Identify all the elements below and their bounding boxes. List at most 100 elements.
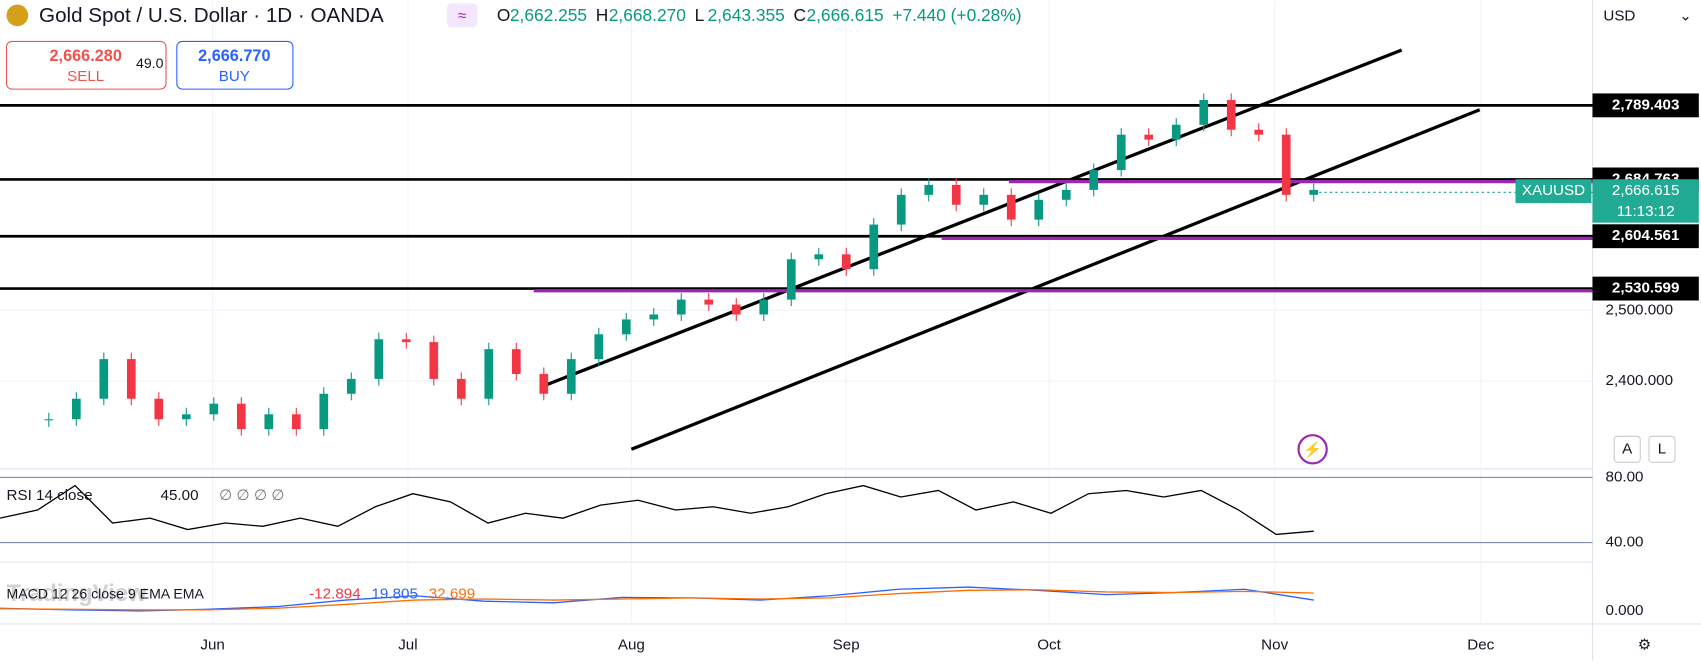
rsi-line xyxy=(0,484,1314,536)
x-tick-label: Nov xyxy=(1261,637,1288,654)
sell-price: 2,666.280 xyxy=(50,47,122,65)
rsi-extra: ∅ ∅ ∅ ∅ xyxy=(219,487,285,504)
rsi-value: 45.00 xyxy=(161,487,199,504)
candle xyxy=(704,299,714,305)
ohlc-key: H xyxy=(596,5,609,25)
candle xyxy=(869,224,879,270)
candle xyxy=(841,254,851,270)
candle xyxy=(484,349,494,399)
candle xyxy=(44,419,54,421)
flash-icon[interactable]: ⚡ xyxy=(1303,440,1322,458)
candle xyxy=(99,359,109,399)
rsi-label: RSI 14 close xyxy=(7,487,93,504)
candle xyxy=(291,414,301,430)
candle xyxy=(539,373,549,394)
candle xyxy=(566,359,576,394)
x-tick-label: Jul xyxy=(398,637,417,654)
candle xyxy=(786,259,796,300)
candle xyxy=(1034,199,1044,220)
macd-value: -12.894 xyxy=(309,586,360,603)
x-tick-label: Sep xyxy=(833,637,860,654)
level-label: 2,789.403 xyxy=(1612,96,1679,113)
x-tick-label: Aug xyxy=(618,637,645,654)
candle xyxy=(1089,170,1099,190)
symbol-title: Gold Spot / U.S. Dollar · 1D · OANDA xyxy=(39,4,384,27)
currency[interactable]: USD xyxy=(1603,7,1635,24)
ohlc-key: L xyxy=(695,5,705,25)
macd-value: 19.805 xyxy=(371,586,417,603)
candle xyxy=(126,359,136,399)
candle xyxy=(154,398,164,420)
ohlc-value: 2,666.615 xyxy=(806,5,883,25)
rsi-tick-label: 40.00 xyxy=(1606,534,1644,551)
candle xyxy=(951,184,961,205)
candle xyxy=(1006,194,1016,220)
candle xyxy=(1199,99,1209,125)
candle xyxy=(814,254,824,260)
candle xyxy=(1171,124,1181,140)
buy-price: 2,666.770 xyxy=(198,47,270,65)
signal-line xyxy=(0,589,1314,611)
auto-button[interactable]: A xyxy=(1622,440,1633,457)
macd-value: 32.699 xyxy=(429,586,475,603)
spread: 49.0 xyxy=(136,55,164,71)
macd-label: MACD 12 26 close 9 EMA EMA xyxy=(7,585,205,601)
candle xyxy=(594,334,604,360)
candle xyxy=(649,314,659,320)
x-tick-label: Oct xyxy=(1037,637,1061,654)
candle xyxy=(676,299,686,315)
level-label-bg xyxy=(1592,276,1699,301)
candle xyxy=(209,403,219,415)
log-button[interactable]: L xyxy=(1658,440,1666,457)
candle xyxy=(896,194,906,225)
candle xyxy=(429,342,439,379)
ohlc-value: 2,668.270 xyxy=(609,5,686,25)
candle xyxy=(1254,129,1264,135)
buy-label: BUY xyxy=(219,68,250,85)
level-label: 2,604.561 xyxy=(1612,227,1680,244)
change: +7.440 (+0.28%) xyxy=(892,5,1021,25)
sell-label: SELL xyxy=(67,68,104,85)
candle xyxy=(236,403,246,430)
candle xyxy=(924,184,934,195)
price-tick-label: 2,400.000 xyxy=(1606,372,1673,389)
ohlc-key: O xyxy=(497,5,511,25)
symbol-tag-bg xyxy=(1515,179,1592,204)
ohlc-value: 2,643.355 xyxy=(708,5,785,25)
candle xyxy=(1116,134,1126,171)
buy-button[interactable] xyxy=(176,40,294,90)
candle xyxy=(181,414,191,420)
candle xyxy=(264,414,274,430)
level-label-bg xyxy=(1592,224,1699,249)
last-price: 2,666.615 xyxy=(1612,182,1679,199)
candle xyxy=(1061,189,1071,200)
macd-line xyxy=(0,586,1314,612)
price-tick-label: 2,500.000 xyxy=(1606,301,1673,318)
x-tick-label: Jun xyxy=(200,637,224,654)
symbol-tag: XAUUSD xyxy=(1522,182,1585,199)
candle xyxy=(511,349,521,374)
x-tick-label: Dec xyxy=(1467,637,1494,654)
candle xyxy=(1281,134,1291,195)
macd-tick-label: 0.000 xyxy=(1606,602,1644,619)
candle xyxy=(374,339,384,379)
watermark: TradingView xyxy=(7,580,148,607)
candle xyxy=(319,393,329,430)
candle xyxy=(1226,99,1236,130)
ohlc-value: 2,662.255 xyxy=(510,5,587,25)
ohlc-key: C xyxy=(793,5,806,25)
settings-icon[interactable]: ⚙ xyxy=(1638,637,1652,654)
level-label-bg xyxy=(1592,93,1699,118)
candle xyxy=(346,378,356,394)
dropdown[interactable]: ⌄ xyxy=(1679,7,1692,24)
candle xyxy=(1144,134,1154,140)
candle xyxy=(759,299,769,315)
icon: ≈ xyxy=(458,7,466,24)
rsi-tick-label: 80.00 xyxy=(1606,468,1644,485)
level-label: 2,530.599 xyxy=(1612,280,1679,297)
candle xyxy=(401,339,411,343)
candle xyxy=(621,319,631,335)
sell-button[interactable] xyxy=(5,40,167,90)
last-price-bg xyxy=(1592,179,1699,223)
